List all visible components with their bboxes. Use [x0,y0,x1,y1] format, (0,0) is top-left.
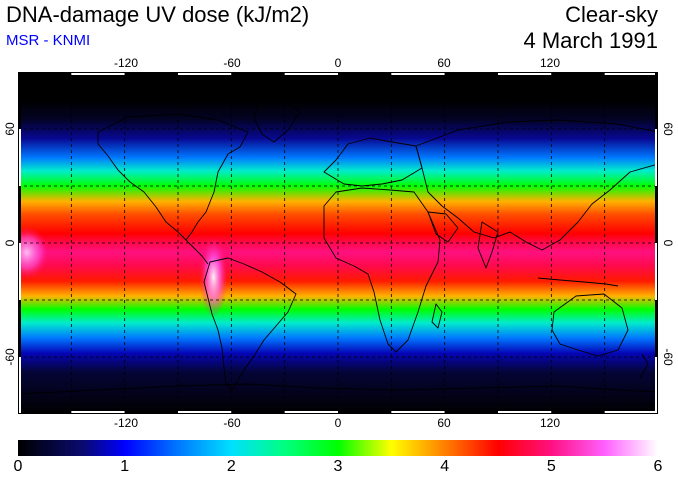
coastline-antarctica [18,383,658,395]
lat-tick-left: 60 [3,122,17,136]
map-plot [18,72,658,414]
coastline-australia [551,293,629,357]
uv-maximum-pacific [18,226,49,279]
source-label: MSR - KNMI [6,32,91,49]
lat-tick-right: -60 [661,348,675,366]
coastline-arabia [427,211,459,243]
lon-tick-bottom: 0 [334,416,342,430]
lat-tick-left: 0 [3,239,17,247]
uv-dose-map [18,72,658,414]
lat-tick-left: -60 [3,348,17,366]
sky-condition-label: Clear-sky [565,2,658,27]
map-title: DNA-damage UV dose (kJ/m2) [6,2,310,27]
coastline-india [477,221,499,269]
colorbar-tick-label: 0 [13,458,23,475]
colorbar-tick-label: 5 [546,458,556,475]
colorbar [18,440,658,456]
graticule [18,72,658,414]
coastline-south-america [203,257,297,391]
uv-maxima-layer [18,226,228,318]
map-border [18,72,658,414]
lon-tick-bottom: -120 [113,416,139,430]
colorbar-tick-label: 3 [333,458,343,475]
coastline-north-america [97,113,249,241]
lon-tick-top: 60 [437,56,451,70]
coastline-asia [415,119,658,251]
coastline-indonesia [537,277,619,287]
colorbar-tick-label: 4 [440,458,450,475]
colorbar-ramp [18,440,658,456]
lat-tick-right: 60 [661,122,675,136]
lon-tick-top: 120 [539,56,561,70]
colorbar-tick-label: 6 [653,458,663,475]
lon-tick-top: 0 [334,56,342,70]
lon-tick-bottom: 120 [539,416,561,430]
colorbar-tick-label: 2 [226,458,236,475]
coastline-madagascar [431,303,443,329]
date-label: 4 March 1991 [523,28,658,53]
lat-tick-right: 0 [661,239,675,247]
coastline-greenland [253,99,301,143]
lon-tick-top: -120 [113,56,139,70]
coastline-africa [323,187,441,353]
colorbar-tick-label: 1 [120,458,130,475]
frame-ticks [18,72,658,414]
lon-tick-bottom: -60 [223,416,241,430]
uv-maximum-andes [199,237,228,318]
lon-tick-bottom: 60 [437,416,451,430]
coastline-layer [18,99,658,395]
coastline-central-america [185,239,209,265]
lon-tick-top: -60 [223,56,241,70]
